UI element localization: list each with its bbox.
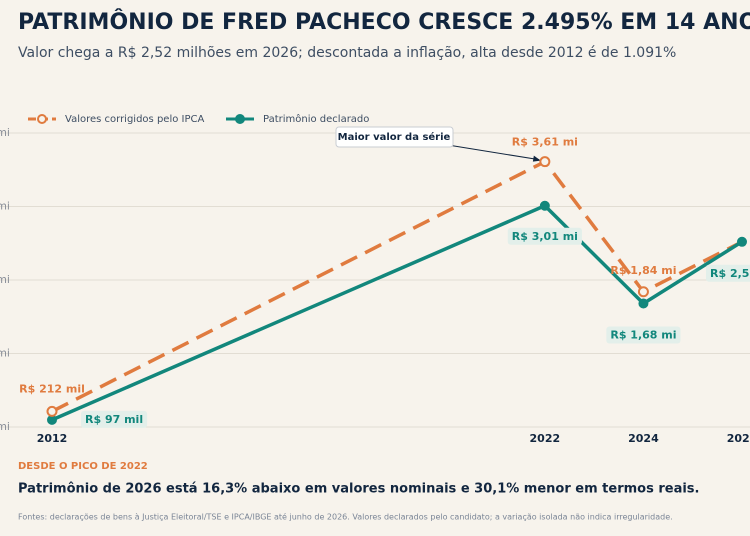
y-tick-label: mi: [0, 126, 10, 139]
value-label-bg: [606, 326, 681, 344]
value-label-group: R$ 1,84 mi: [610, 264, 676, 277]
point: [737, 236, 747, 247]
legend-label: Patrimônio declarado: [263, 113, 369, 125]
value-label: R$ 2,52 mi: [710, 267, 750, 280]
legend-marker: [235, 114, 245, 124]
value-label-bg: [706, 264, 750, 282]
x-tick-label: 2026: [727, 432, 750, 445]
value-label-group: R$ 1,68 mi: [606, 326, 681, 344]
point: [638, 298, 649, 309]
x-tick-label: 2022: [530, 432, 561, 445]
value-label: R$ 3,01 mi: [512, 230, 578, 243]
legend-label: Valores corrigidos pelo IPCA: [65, 114, 204, 125]
value-label-group: R$ 3,61 mi: [512, 136, 578, 149]
legend-marker: [37, 114, 47, 124]
annotation: Maior valor da série: [338, 131, 451, 143]
y-tick-label: mi: [0, 200, 10, 213]
source: Fontes: declarações de bens à Justiça El…: [18, 512, 673, 522]
value-label: R$ 97 mil: [85, 413, 143, 426]
point: [637, 286, 649, 298]
annotation-arrowhead: [532, 155, 541, 162]
annotation-arrow: [447, 144, 539, 161]
value-label: R$ 1,84 mi: [610, 264, 676, 277]
x-tick-label: 2024: [628, 432, 659, 445]
value-label: R$ 1,68 mi: [610, 329, 676, 342]
point: [46, 405, 58, 417]
value-label-group: R$ 3,01 mi: [507, 227, 582, 245]
summary: Patrimônio de 2026 está 16,3% abaixo em …: [18, 482, 699, 497]
value-label-group: R$ 212 mil: [19, 382, 85, 395]
point: [539, 200, 550, 211]
value-label: R$ 3,61 mi: [512, 136, 578, 149]
chart-subtitle: Valor chega a R$ 2,52 milhões em 2026; d…: [18, 45, 676, 61]
y-tick-label: mi: [0, 420, 10, 433]
point: [47, 414, 57, 425]
series-line: [51, 203, 743, 422]
y-tick-label: mi: [0, 347, 10, 360]
value-label-bg: [507, 227, 582, 245]
series-line: [51, 159, 743, 413]
annotation-box: [335, 126, 454, 148]
chart-title: PATRIMÔNIO DE FRED PACHECO CRESCE 2.495%…: [18, 9, 750, 35]
value-label-group: R$ 97 mil: [81, 410, 148, 428]
value-label-bg: [81, 410, 148, 428]
x-tick-label: 2012: [37, 432, 68, 445]
kicker: DESDE O PICO DE 2022: [18, 461, 148, 472]
value-label-group: R$ 2,52 mi: [706, 264, 750, 282]
point: [539, 156, 551, 168]
value-label: R$ 212 mil: [19, 382, 85, 395]
y-tick-label: mi: [0, 273, 10, 286]
